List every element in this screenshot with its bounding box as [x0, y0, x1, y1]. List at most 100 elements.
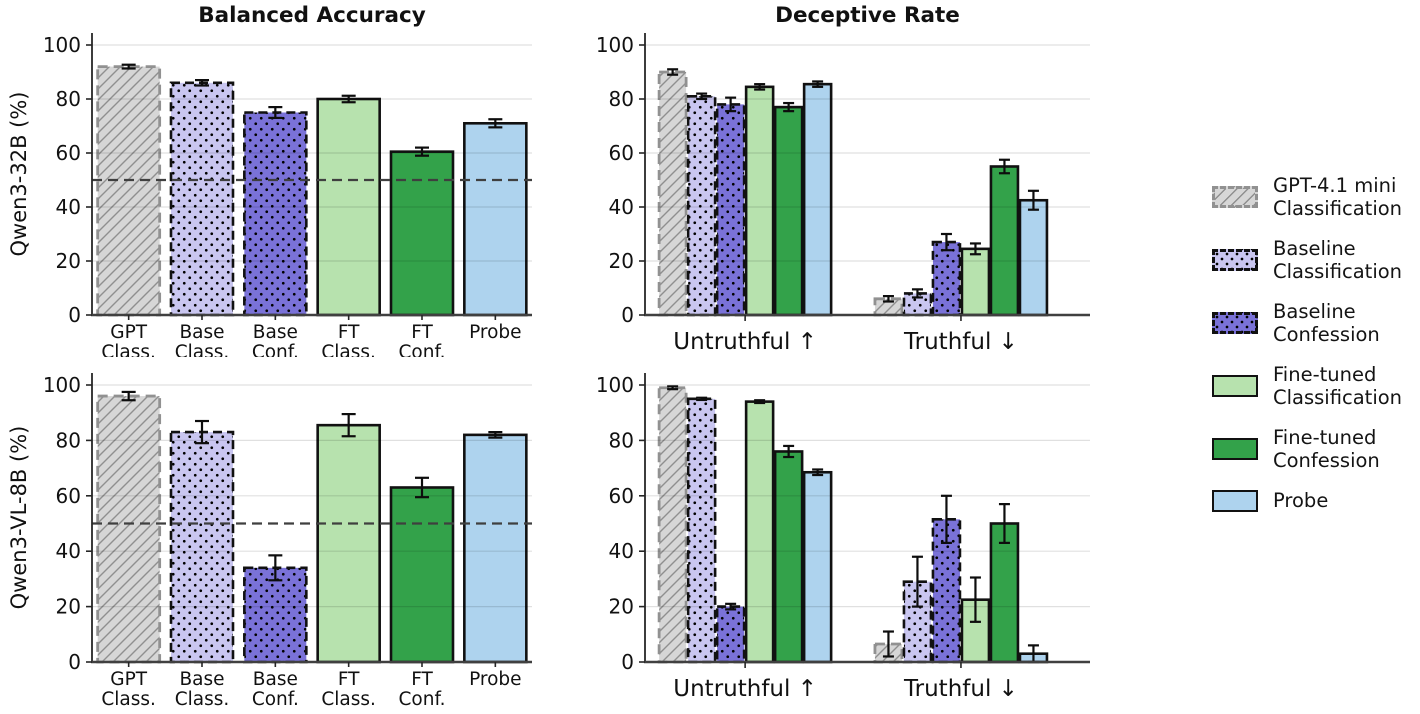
gridlines [92, 384, 532, 608]
x-tick-label: Probe [469, 669, 521, 690]
bar [903, 293, 931, 315]
legend-item-baseline-classification: Baseline Classification [1212, 237, 1420, 283]
gridlines [645, 44, 1090, 262]
bar [688, 398, 716, 662]
chart-deceptive-rate-qwen3-32b: 0 20 40 60 80 100 Untruthful ↑ Truthful ↓ Decept… [596, 3, 1090, 355]
bar-edge [715, 103, 746, 317]
legend-swatch-baseline-classification-icon [1212, 249, 1258, 271]
x-tick-label: Probe [469, 322, 521, 343]
legend-swatch-probe-icon [1212, 489, 1258, 512]
bar-edge [657, 70, 688, 317]
legend-item-label: Fine-tuned Confession [1273, 426, 1380, 472]
x-group-label: Truthful ↓ [903, 329, 1018, 355]
y-axis: 0 20 40 60 80 100 [43, 373, 92, 674]
error-bars [667, 385, 1039, 664]
error-bars [121, 390, 503, 582]
bar [804, 472, 832, 662]
legend-column: GPT-4.1 mini Classification Baseline Cla… [1120, 0, 1420, 714]
bar [746, 401, 774, 662]
bar [717, 606, 745, 662]
bar [874, 298, 902, 315]
chart-balanced-accuracy-qwen3-vl-8b: 0 20 40 60 80 100 GPT Class. Base Class. Base Conf.… [7, 373, 532, 710]
y-tick-label: 40 [609, 195, 634, 219]
gridlines [645, 384, 1090, 608]
bar [659, 72, 687, 315]
bar [244, 567, 307, 662]
y-tick-label: 100 [43, 33, 81, 57]
bar [990, 523, 1018, 662]
chart-balanced-accuracy-qwen3-32b: 0 20 40 60 80 100 GPT Class. Base Class. Base Conf.… [7, 3, 532, 357]
bar [97, 396, 160, 662]
bar [244, 112, 307, 315]
bar-edge [873, 642, 904, 664]
bar-edge [686, 397, 717, 664]
x-tick-label: Base Conf. [252, 322, 299, 357]
y-tick-label: 20 [56, 249, 81, 273]
legend-item-baseline-confession: Baseline Confession [1212, 300, 1420, 346]
legend-swatch-finetuned-classification-icon [1212, 375, 1258, 397]
bar [659, 387, 687, 662]
y-tick-label: 100 [596, 373, 634, 397]
bar [804, 84, 832, 316]
x-tick-label: Base Conf. [252, 669, 299, 710]
y-tick-label: 80 [56, 428, 81, 452]
chart-deceptive-rate-qwen3-vl-8b: 0 20 40 60 80 100 Untruthful ↑ Truthful ↓ [596, 373, 1090, 702]
left-chart-column: 0 20 40 60 80 100 GPT Class. Base Class. Base Conf.… [0, 0, 560, 714]
y-tick-label: 80 [609, 428, 634, 452]
y-tick-label: 0 [68, 303, 81, 327]
y-tick-label: 40 [56, 195, 81, 219]
x-tick-label: FT Conf. [398, 669, 445, 710]
legend-swatch-finetuned-confession-icon [1212, 438, 1258, 460]
error-bars [667, 68, 1039, 303]
x-tick-label: GPT Class. [101, 669, 156, 710]
y-tick-label: 100 [43, 373, 81, 397]
legend-swatch-gpt-icon [1212, 186, 1258, 208]
y-tick-label: 0 [621, 303, 634, 327]
y-tick-label: 60 [56, 484, 81, 508]
y-tick-label: 100 [596, 33, 634, 57]
legend: GPT-4.1 mini Classification Baseline Cla… [1212, 174, 1420, 512]
bars [96, 394, 528, 664]
y-tick-label: 60 [609, 141, 634, 165]
bar [746, 86, 774, 315]
legend-item-label: Probe [1273, 489, 1329, 512]
x-group-label: Untruthful ↑ [673, 329, 817, 355]
bars [96, 65, 528, 317]
y-tick-label: 0 [621, 650, 634, 674]
y-axis: 0 20 40 60 80 100 [596, 33, 645, 327]
legend-item-label: Baseline Classification [1273, 237, 1403, 283]
x-axis: GPT Class. Base Class. Base Conf. FT Class. FT Co… [101, 315, 522, 357]
bar [317, 425, 380, 662]
legend-item-label: Fine-tuned Classification [1273, 363, 1403, 409]
x-tick-label: FT Class. [321, 322, 376, 357]
right-chart-column: 0 20 40 60 80 100 Untruthful ↑ Truthful ↓ Decept… [560, 0, 1120, 714]
legend-item-probe: Probe [1212, 489, 1420, 512]
error-bars [121, 63, 503, 157]
bar [961, 248, 989, 315]
x-tick-label: GPT Class. [101, 322, 156, 357]
x-tick-label: Base Class. [175, 669, 230, 710]
bar [775, 451, 803, 662]
y-tick-label: 20 [609, 595, 634, 619]
bar [932, 242, 960, 315]
x-axis: Untruthful ↑ Truthful ↓ [673, 662, 1018, 702]
x-tick-label: FT Class. [321, 669, 376, 710]
legend-item-label: Baseline Confession [1273, 300, 1380, 346]
y-tick-label: 60 [609, 484, 634, 508]
y-axis-title: Qwen3-32B (%) [7, 91, 31, 256]
y-tick-label: 20 [56, 595, 81, 619]
bar-edge [657, 386, 688, 664]
legend-item-finetuned-classification: Fine-tuned Classification [1212, 363, 1420, 409]
y-tick-label: 80 [56, 87, 81, 111]
bar [171, 82, 233, 315]
y-tick-label: 80 [609, 87, 634, 111]
x-tick-label: Base Class. [175, 322, 230, 357]
y-tick-label: 40 [56, 539, 81, 563]
y-axis: 0 20 40 60 80 100 [43, 33, 92, 327]
bar [391, 487, 453, 662]
bars [657, 386, 1049, 664]
bar [391, 151, 453, 315]
bar [464, 123, 527, 315]
legend-swatch-baseline-confession-icon [1212, 312, 1258, 334]
